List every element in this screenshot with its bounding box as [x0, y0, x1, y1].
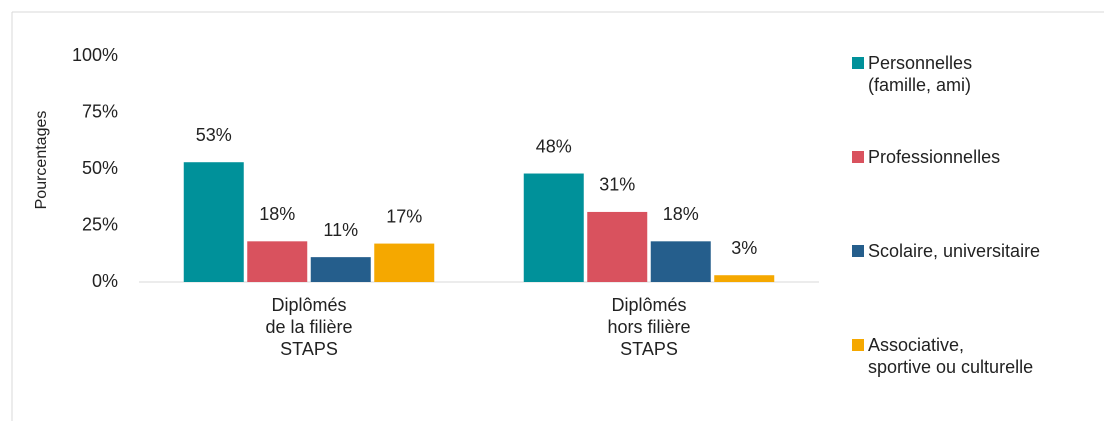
value-label: 31%	[599, 175, 635, 195]
y-tick-label: 100%	[72, 45, 118, 65]
legend-swatch	[852, 245, 864, 257]
legend-entry: Personnelles (famille, ami)	[852, 52, 972, 96]
bar	[374, 243, 435, 282]
bar	[650, 241, 711, 282]
legend-entry: Scolaire, universitaire	[852, 240, 1040, 262]
x-tick-label: Diplômés de la filière STAPS	[265, 295, 353, 359]
y-tick-label: 25%	[82, 214, 118, 234]
legend-swatch	[852, 151, 864, 163]
bar	[183, 162, 244, 282]
value-label: 18%	[259, 204, 295, 224]
y-tick-label: 75%	[82, 101, 118, 121]
y-axis-label: Pourcentages	[33, 111, 50, 210]
y-tick-label: 50%	[82, 158, 118, 178]
value-label: 18%	[663, 204, 699, 224]
value-label: 48%	[536, 136, 572, 156]
bar	[523, 173, 584, 282]
legend-entry: Professionnelles	[852, 146, 1000, 168]
value-label: 11%	[323, 220, 358, 240]
bar	[247, 241, 308, 282]
legend-entry: Associative, sportive ou culturelle	[852, 334, 1033, 378]
legend-swatch	[852, 57, 864, 69]
y-tick-label: 0%	[92, 271, 118, 291]
value-label: 3%	[731, 238, 757, 258]
value-label: 17%	[386, 206, 422, 226]
x-tick-label: Diplômés hors filière STAPS	[607, 295, 691, 359]
value-label: 53%	[196, 125, 232, 145]
legend-swatch	[852, 339, 864, 351]
bar	[587, 211, 648, 282]
bar	[714, 275, 775, 282]
bar	[310, 257, 371, 282]
